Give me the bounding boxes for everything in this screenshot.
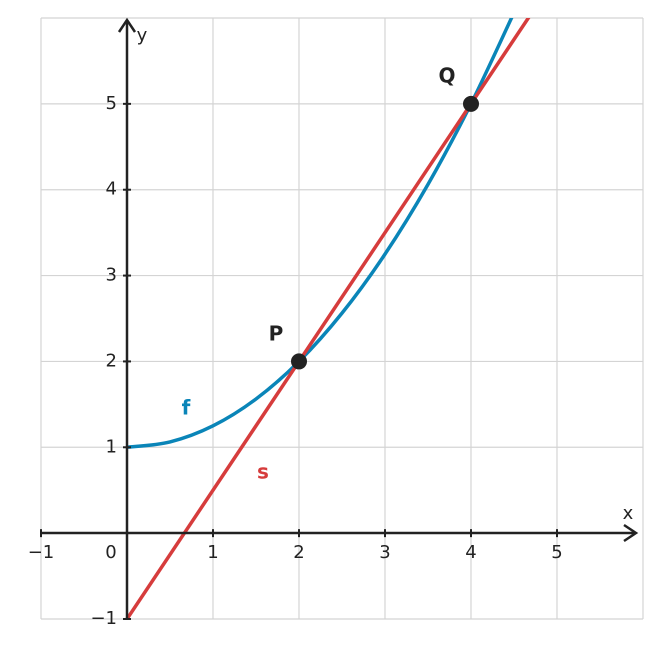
y-tick-label: 1: [106, 436, 117, 457]
axes: x y −1 0 1 2 3 4 5 −1 1 2 3 4 5: [28, 17, 639, 629]
x-tick-label: −1: [28, 542, 55, 563]
x-axis-label: x: [623, 503, 634, 524]
x-tick-label: 4: [465, 542, 476, 563]
y-tick-label: 2: [106, 350, 117, 371]
x-tick-label: 0: [105, 542, 116, 563]
point: [463, 95, 479, 112]
curves: [125, 18, 531, 619]
x-tick-label: 3: [379, 542, 390, 563]
y-axis-label: y: [137, 25, 148, 46]
curve: [125, 18, 531, 619]
curve: [126, 18, 514, 450]
curve-label: s: [257, 460, 269, 484]
y-tick-label: 3: [106, 265, 117, 286]
x-tick-label: 1: [207, 542, 218, 563]
point: [291, 353, 307, 370]
point-label: Q: [438, 64, 455, 88]
point-label: P: [269, 322, 284, 346]
y-axis-arrow: [117, 17, 137, 33]
y-tick-label: −1: [90, 608, 117, 629]
grid: [40, 17, 644, 620]
y-tick-label: 5: [106, 93, 117, 114]
x-tick-label: 5: [551, 542, 562, 563]
points: [291, 95, 479, 370]
x-tick-label: 2: [293, 542, 304, 563]
curve-label: f: [182, 396, 191, 420]
y-tick-label: 4: [106, 179, 117, 200]
x-axis-arrow: [623, 523, 639, 543]
